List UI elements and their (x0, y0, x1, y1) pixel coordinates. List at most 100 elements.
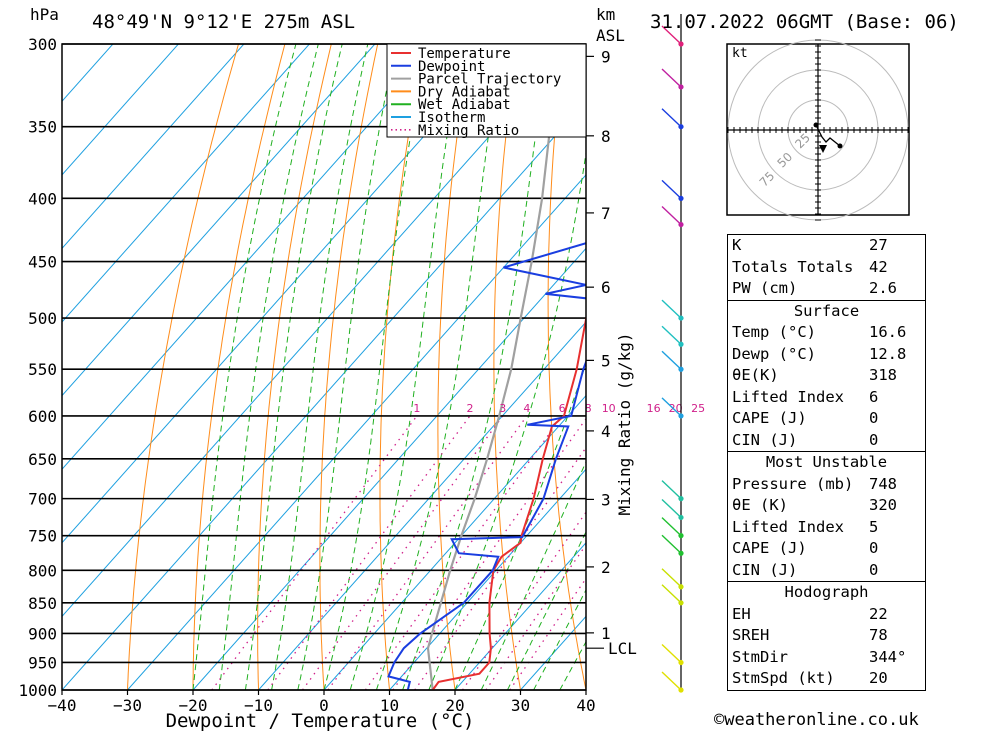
temperature-tick-label: −30 (113, 696, 142, 715)
isotherm-line (62, 44, 245, 250)
pressure-tick-label: 550 (28, 360, 57, 379)
index-value: 6 (869, 387, 879, 406)
mixing-ratio-label: 3 (499, 402, 506, 415)
mixing-ratio-line (364, 415, 563, 690)
index-label: StmSpd (kt) (732, 669, 835, 687)
index-label: Pressure (mb) (732, 474, 854, 493)
height-tick-label: 6 (601, 278, 611, 297)
index-label: θE(K) (732, 366, 779, 384)
mixing-ratio-label: 6 (559, 402, 566, 415)
storm-motion-icon (819, 145, 827, 153)
index-value: 0 (869, 560, 879, 579)
index-label: CIN (J) (732, 560, 798, 579)
mixing-ratio-line (509, 577, 586, 690)
dry-adiabat-line (979, 26, 1000, 690)
mixing-ratio-label: 20 (669, 402, 683, 415)
pressure-tick-label: 300 (28, 35, 57, 54)
wet-adiabat-line (297, 44, 397, 690)
hodograph-section: Hodograph EH 22 SREH 78 StmDir 344° StmSpd (kt… (728, 581, 925, 690)
index-value: 2.6 (869, 279, 897, 297)
index-row: Totals Totals 42 (728, 257, 925, 279)
lcl-label: LCL (608, 639, 637, 658)
surface-title: Surface (793, 301, 860, 320)
temperature-tick-label: 40 (576, 696, 595, 715)
pressure-tick-label: 600 (28, 407, 57, 426)
legend-label: Wet Adiabat (418, 97, 511, 113)
top-indices: K 27 Totals Totals 42 PW (cm) 2.6 (728, 235, 925, 300)
index-label: CIN (J) (732, 430, 798, 449)
mixing-ratio-line (392, 417, 586, 690)
dry-adiabat-line (493, 44, 521, 690)
index-row: Temp (°C) 16.6 (728, 322, 925, 344)
index-value: 344° (869, 647, 907, 666)
x-axis-title: Dewpoint / Temperature (°C) (166, 710, 475, 732)
temperature-tick-label: 30 (511, 696, 530, 715)
pressure-tick-label: 750 (28, 527, 57, 546)
height-tick-label: 1 (601, 624, 611, 643)
height-tick-label: 4 (601, 422, 611, 441)
wet-adiabat-line (349, 44, 463, 690)
hodograph-title: Hodograph (784, 583, 869, 601)
dry-adiabat-line (257, 44, 332, 690)
wind-barb (661, 568, 682, 588)
index-label: Temp (°C) (732, 323, 816, 341)
asl-label: ASL (596, 26, 625, 45)
most-unstable-title: Most Unstable (765, 453, 888, 471)
pressure-lines (62, 43, 586, 691)
index-label: Dewp (°C) (732, 344, 816, 363)
location-title: 48°49'N 9°12'E 275m ASL (92, 11, 355, 33)
mixing-ratio-labels: 1 2 3 4 6 8 10 16 20 25 (413, 402, 705, 415)
wet-adiabat-line (533, 588, 586, 690)
temperature-tick-label: −20 (179, 696, 208, 715)
copyright-footer[interactable]: ©weatheronline.co.uk (714, 710, 919, 730)
height-tick-label: 7 (601, 204, 611, 223)
isotherm-line (62, 44, 114, 102)
index-row: StmDir 344° (728, 647, 925, 669)
legend-label: Mixing Ratio (418, 123, 519, 139)
dry-adiabat-line (319, 44, 379, 690)
height-tick-label: 2 (601, 558, 611, 577)
index-label: K (732, 236, 742, 254)
surface-section: Surface Temp (°C) 16.6 Dewp (°C) 12.8 θE(K) 3… (728, 299, 925, 452)
isotherm-line (258, 321, 586, 690)
temperature-tick-label: 10 (380, 696, 399, 715)
pressure-tick-label: 850 (28, 594, 57, 613)
wet-adiabat-line (244, 44, 343, 690)
index-value: 78 (869, 626, 888, 644)
mixing-ratio-label: 4 (523, 402, 530, 415)
index-label: θE (K) (732, 496, 788, 514)
most-unstable-section: Most Unstable Pressure (mb) 748 θE (K) 320 L… (728, 451, 925, 581)
index-value: 16.6 (869, 323, 907, 341)
wet-adiabat-line (428, 149, 586, 690)
wind-barb (661, 671, 682, 691)
wind-barb (661, 179, 682, 199)
wind-barb (661, 643, 682, 663)
pressure-tick-label: 800 (28, 561, 57, 580)
wet-adiabat-line (506, 530, 586, 690)
wind-profile (661, 14, 684, 693)
wind-barb (661, 325, 682, 345)
index-label: CAPE (J) (732, 409, 807, 427)
index-row: Pressure (mb) 748 (728, 474, 925, 496)
indices-panel: K 27 Totals Totals 42 PW (cm) 2.6 Surface Tem… (727, 234, 926, 691)
pressure-tick-label: 500 (28, 309, 57, 328)
pressure-tick-label: 700 (28, 490, 57, 509)
pressure-tick-label: 450 (28, 253, 57, 272)
legend-label: Temperature (418, 46, 511, 62)
index-row: CAPE (J) 0 (728, 408, 925, 430)
index-value: 22 (869, 604, 888, 623)
pressure-unit-label: hPa (30, 5, 59, 24)
index-value: 42 (869, 257, 888, 276)
height-tick-label: 3 (601, 490, 611, 509)
plot-frame (61, 43, 587, 691)
wet-adiabat-line (480, 460, 586, 690)
mixing-ratio-label: 1 (413, 402, 420, 415)
isotherm-line (62, 44, 180, 176)
index-value: 748 (869, 474, 897, 493)
mixing-ratio-line (301, 415, 504, 690)
hodograph-point (837, 143, 843, 149)
dry-adiabat-line (437, 44, 472, 690)
index-label: StmDir (732, 647, 788, 666)
index-row: K 27 (728, 235, 925, 257)
